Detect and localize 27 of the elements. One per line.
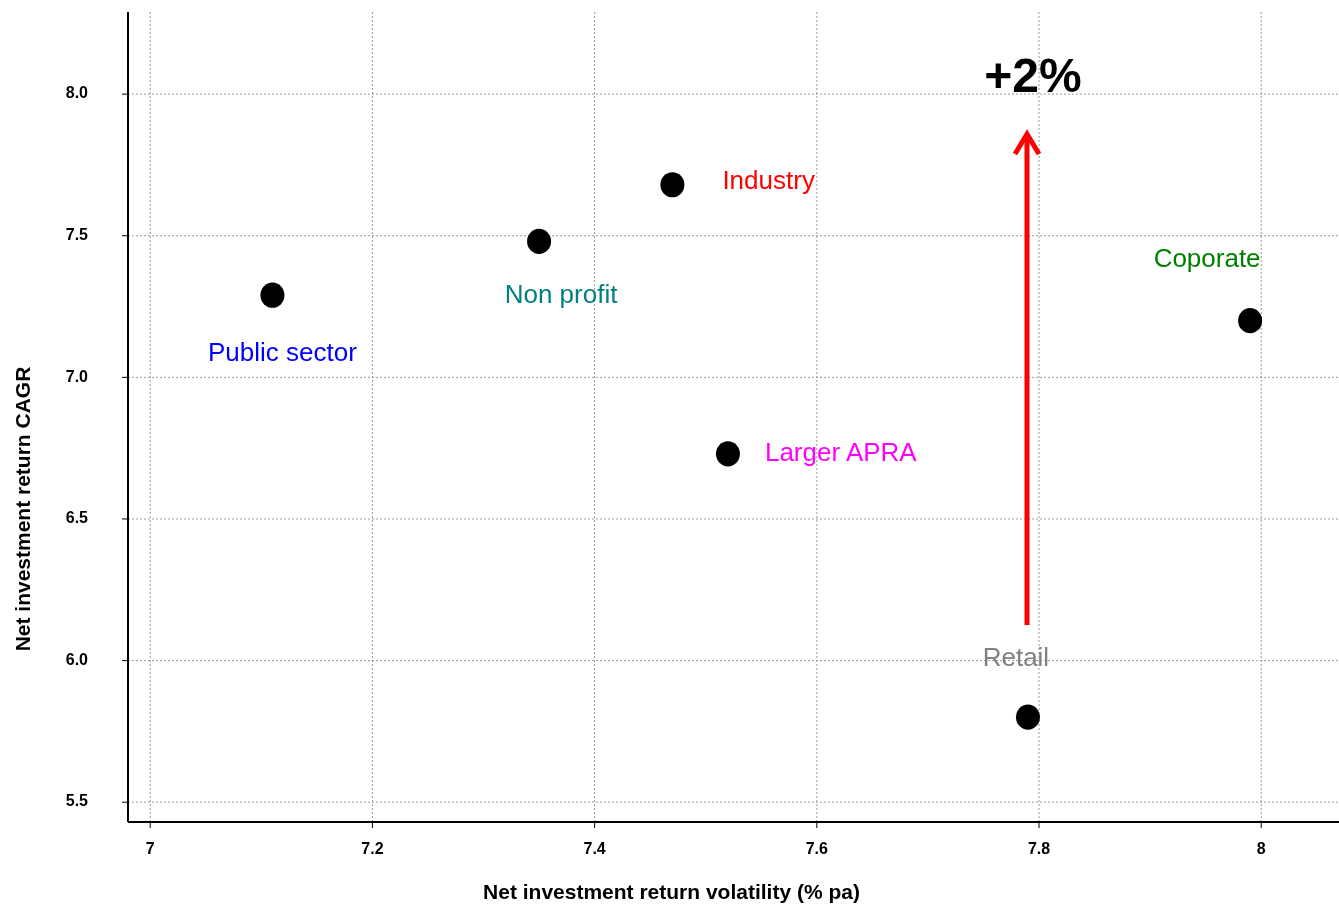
- point: [527, 228, 552, 255]
- point: [260, 282, 285, 308]
- point: [715, 441, 740, 467]
- point: [660, 172, 685, 198]
- series-label: Industry: [722, 164, 815, 195]
- y-tick-label: 6.5: [65, 509, 89, 527]
- y-tick-label: 7.5: [65, 225, 89, 243]
- y-axis-title: Net investment return CAGR: [11, 366, 34, 652]
- series-label: Larger APRA: [764, 436, 918, 467]
- x-axis-title: Net investment return volatility (% pa): [483, 880, 860, 903]
- y-tick-label: 7.0: [65, 367, 89, 385]
- x-tick-label: 7: [145, 840, 155, 857]
- y-tick-label: 6.0: [65, 650, 89, 668]
- point: [1015, 704, 1040, 730]
- series-label: Retail: [982, 642, 1050, 673]
- annotation: +2%: [984, 49, 1082, 102]
- y-tick-label: 5.5: [65, 792, 89, 810]
- y-tick-label: 8.0: [65, 84, 89, 102]
- series-label: Non profit: [504, 279, 619, 310]
- point: [1238, 308, 1263, 334]
- x-tick-label: 7.2: [361, 840, 384, 857]
- x-tick-label: 8: [1256, 840, 1266, 857]
- series-label: Public sector: [208, 337, 358, 368]
- x-tick-label: 7.6: [805, 840, 829, 857]
- x-tick-label: 7.4: [583, 840, 606, 857]
- x-tick-label: 7.8: [1027, 840, 1051, 857]
- series-label: Coporate: [1153, 242, 1261, 273]
